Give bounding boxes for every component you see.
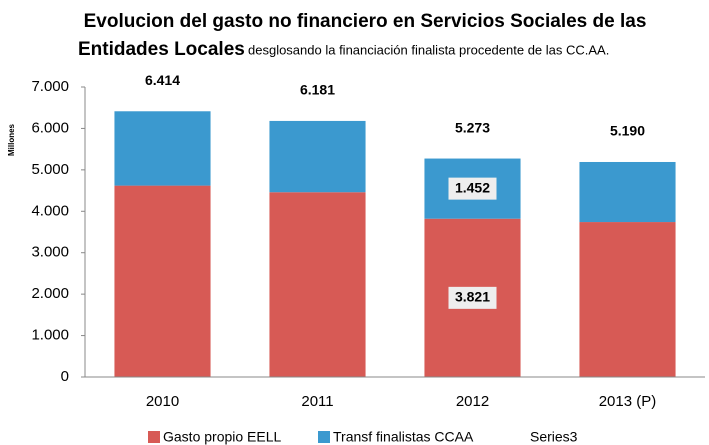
x-tick-label: 2011 [301, 393, 333, 410]
y-tick-label: 0 [61, 368, 69, 385]
bar-segment [114, 185, 211, 377]
chart-title: Evolucion del gasto no financiero en Ser… [84, 11, 647, 32]
bar-segment [269, 192, 366, 377]
bar-segment [114, 111, 211, 186]
data-label: 3.821 [455, 289, 490, 305]
legend-label: Series3 [530, 429, 578, 445]
bar-segment [269, 120, 366, 193]
y-tick-label: 3.000 [31, 244, 69, 261]
y-tick-label: 1.000 [31, 327, 69, 344]
x-tick-label: 2013 (P) [599, 393, 657, 410]
x-tick-label: 2010 [146, 393, 179, 410]
y-tick-label: 6.000 [31, 119, 69, 136]
y-tick-label: 7.000 [31, 78, 69, 95]
total-label: 5.190 [610, 123, 645, 139]
data-label-box [448, 286, 497, 309]
legend-swatch [148, 431, 160, 443]
x-tick-label: 2012 [456, 393, 489, 410]
total-label: 6.414 [145, 72, 180, 88]
y-tick-label: 4.000 [31, 202, 69, 219]
bar-segment [579, 222, 676, 377]
y-axis-label: Millones [7, 123, 16, 156]
data-label-box [448, 177, 497, 200]
legend-swatch [318, 431, 330, 443]
chart-title: Entidades Locales [78, 39, 245, 60]
y-tick-label: 5.000 [31, 161, 69, 178]
legend-label: Transf finalistas CCAA [333, 429, 474, 445]
legend-label: Gasto propio EELL [163, 429, 282, 445]
y-tick-label: 2.000 [31, 285, 69, 302]
bar-segment [579, 161, 676, 223]
data-label: 1.452 [455, 179, 490, 195]
chart-subtitle: desglosando la financiación finalista pr… [248, 42, 609, 57]
total-label: 5.273 [455, 119, 490, 135]
total-label: 6.181 [300, 82, 335, 98]
